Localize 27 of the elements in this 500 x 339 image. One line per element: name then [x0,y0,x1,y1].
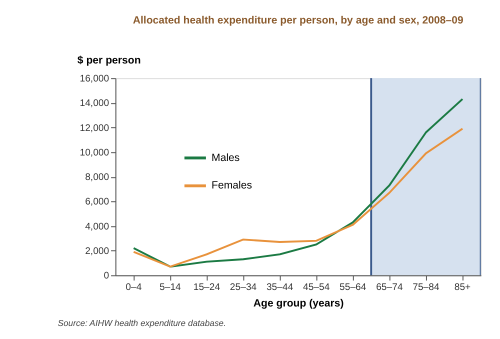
y-tick-label: 8,000 [85,172,110,184]
chart-title: Allocated health expenditure per person, by age and sex, 2008–09 [132,14,464,26]
y-tick-label: 4,000 [85,221,110,232]
legend-label: Males [212,152,240,164]
x-tick-label: 75–84 [412,282,440,294]
y-tick-label: 2,000 [85,246,110,257]
x-axis-title: Age group (years) [253,298,344,310]
x-tick-label: 5–14 [159,282,182,294]
x-tick-label: 25–34 [230,282,258,294]
x-tick-label: 15–24 [193,282,221,294]
x-tick-label: 45–54 [302,282,330,294]
line-series [132,98,464,268]
y-tick-label: 0 [104,270,110,282]
source-note: Source: AIHW health expenditure database. [58,318,226,328]
y-tick-label: 12,000 [80,122,110,134]
y-tick-label: 6,000 [85,196,110,208]
x-tick-label: 85+ [454,282,472,294]
y-tick-label: 14,000 [80,98,110,110]
line-series [132,128,464,268]
x-tick-label: 65–74 [376,282,404,294]
y-axis-title: $ per person [77,54,141,66]
y-tick-label: 10,000 [80,147,110,158]
y-tick-label: 16,000 [80,74,110,85]
x-tick-label: 55–64 [340,282,367,294]
legend-label: Females [212,180,252,192]
x-tick-label: 35–44 [266,282,294,294]
x-tick-label: 0–4 [126,282,142,294]
